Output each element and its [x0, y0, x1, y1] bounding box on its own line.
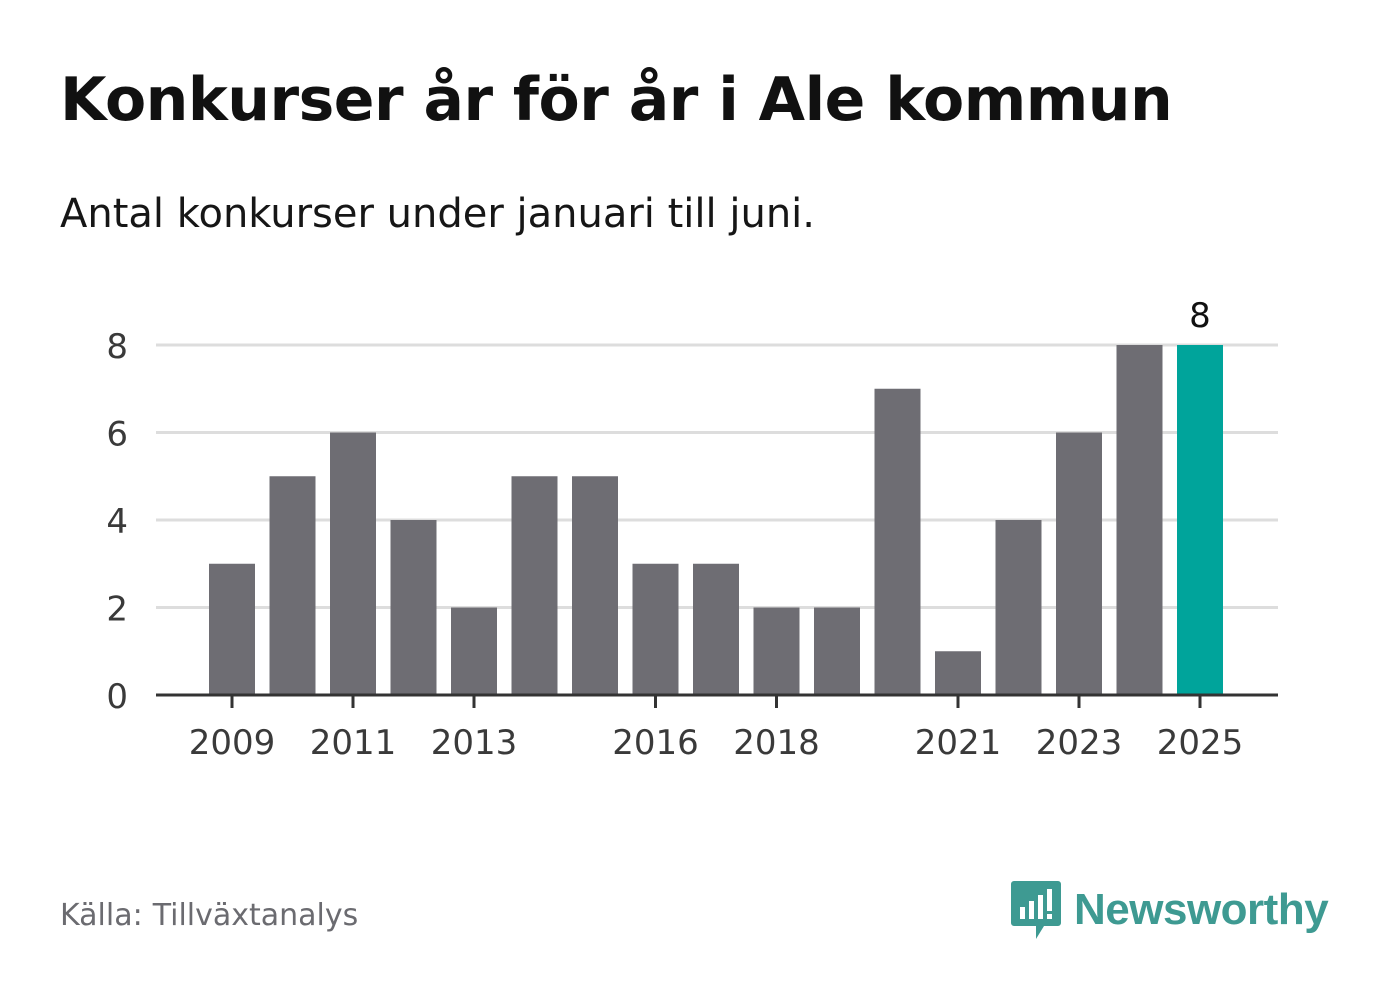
- x-tick-label: 2018: [733, 723, 820, 763]
- y-tick-label: 6: [106, 415, 128, 455]
- bar-2017: [693, 563, 739, 695]
- bar-2011: [330, 432, 376, 695]
- x-axis: [156, 693, 1278, 708]
- chart-subtitle: Antal konkurser under januari till juni.: [60, 191, 815, 237]
- source-label: Källa:: [60, 898, 143, 933]
- bar-2015: [572, 476, 618, 695]
- bar-2020: [874, 388, 921, 695]
- brand-name: Newsworthy: [1074, 885, 1329, 934]
- bar-2013: [451, 607, 497, 695]
- bar-chart: 0 2 4 6 8 2009 2011 2013 2016 2018 2021 2023 2025 8: [106, 296, 1278, 763]
- bar-2024: [1116, 345, 1163, 695]
- y-axis-tick-labels: 0 2 4 6 8: [106, 327, 128, 717]
- bar-2018: [753, 607, 800, 695]
- y-tick-label: 0: [106, 677, 128, 717]
- x-tick-label: 2025: [1157, 723, 1244, 763]
- bar-2009: [209, 563, 255, 695]
- bar-2010: [269, 476, 316, 695]
- y-tick-label: 8: [106, 327, 128, 367]
- x-tick-label: 2011: [310, 723, 397, 763]
- data-label: 8: [1189, 296, 1211, 336]
- x-tick-label: 2009: [189, 723, 276, 763]
- x-tick-label: 2016: [612, 723, 699, 763]
- brand-logo: Newsworthy: [1010, 878, 1329, 942]
- bar-2019: [814, 607, 860, 695]
- y-tick-label: 2: [106, 590, 128, 630]
- newsworthy-logo-icon: [1011, 881, 1061, 939]
- bar-2016: [632, 563, 679, 695]
- x-tick-label: 2021: [915, 723, 1002, 763]
- y-tick-label: 4: [106, 502, 128, 542]
- x-tick-label: 2023: [1036, 723, 1123, 763]
- chart-title: Konkurser år för år i Ale kommun: [60, 65, 1173, 135]
- bar-2012: [390, 520, 437, 695]
- bar-2023: [1056, 432, 1102, 695]
- source-value: Tillväxtanalys: [152, 898, 359, 933]
- source-note: Källa: Tillväxtanalys: [60, 898, 358, 933]
- bars: [209, 345, 1223, 695]
- bar-2022: [995, 520, 1042, 695]
- bar-2025: [1177, 345, 1223, 695]
- x-tick-label: 2013: [431, 723, 518, 763]
- data-labels: 8: [1189, 296, 1211, 336]
- x-axis-tick-labels: 2009 2011 2013 2016 2018 2021 2023 2025: [189, 723, 1244, 763]
- bar-2014: [511, 476, 558, 695]
- bar-2021: [935, 651, 981, 695]
